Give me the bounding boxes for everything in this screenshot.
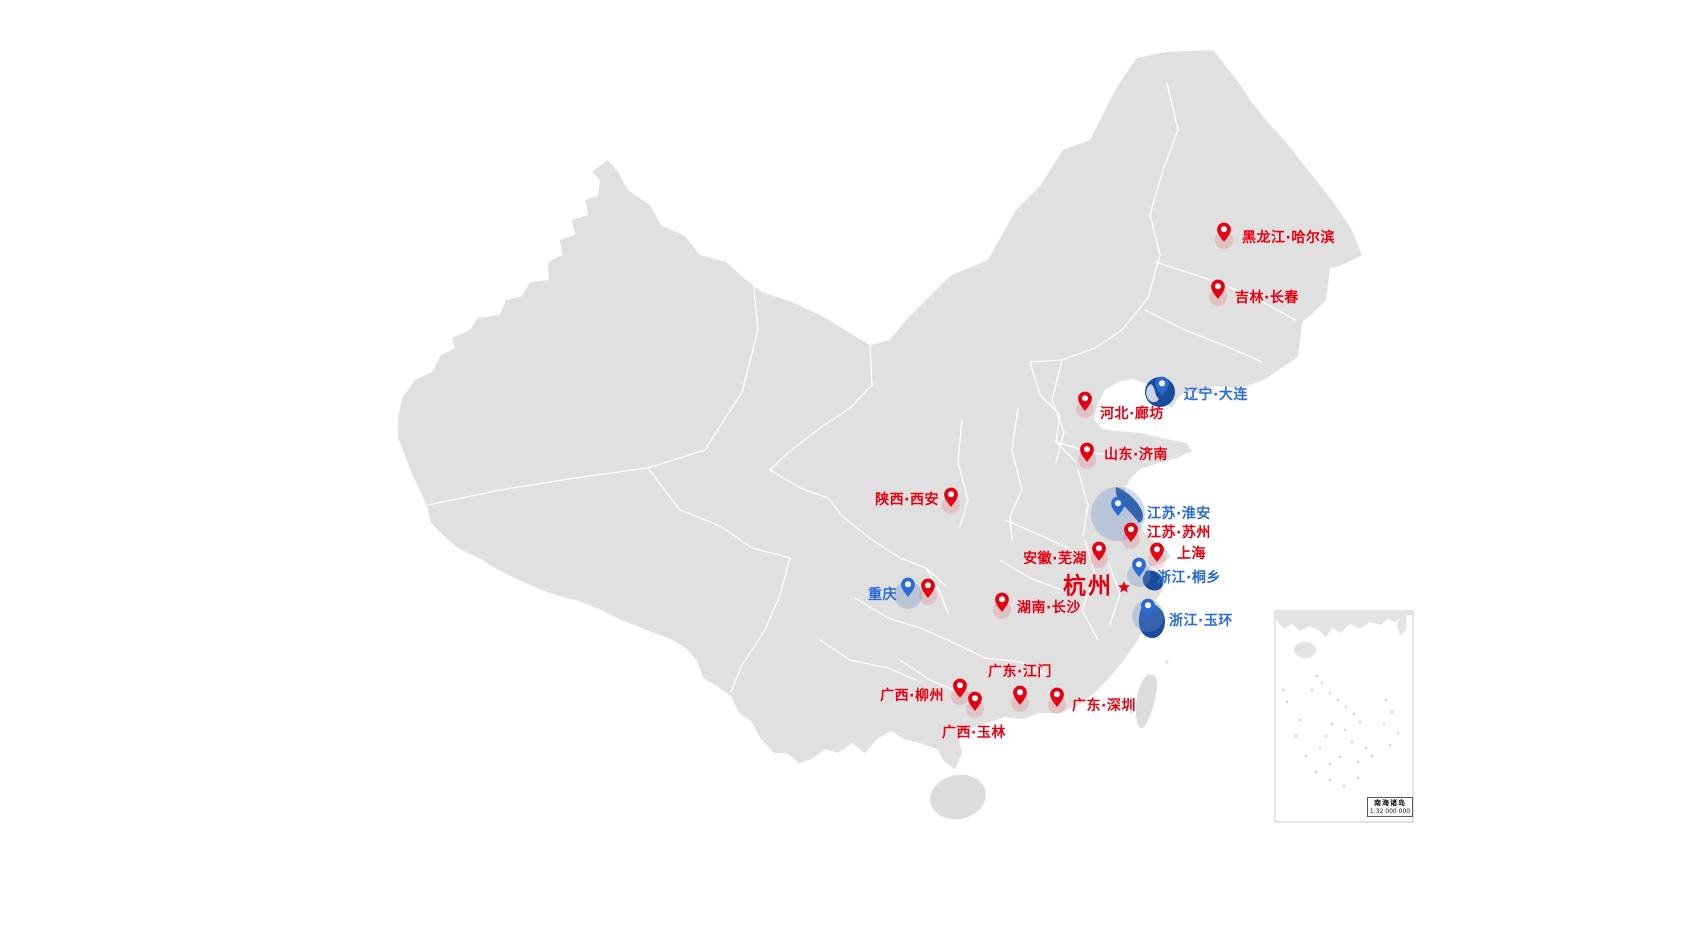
marker-label: 江苏·苏州 [1147,525,1211,541]
region-huaian [1115,487,1143,523]
region-tongxiang [1142,570,1164,591]
marker-label: 黑龙江·哈尔滨 [1242,230,1335,246]
inset-scale: 1:32 000 000 [1369,808,1411,815]
pin-icon [1149,542,1165,563]
marker-label: 广东·江门 [988,664,1052,680]
pin-icon [943,487,959,508]
pin-icon [1123,522,1139,543]
pin-icon [1079,442,1095,463]
region-dalian-detail [1146,384,1159,403]
marker-label: 浙江·玉环 [1169,613,1233,629]
pin-icon [967,691,983,712]
province-borders [427,82,1296,693]
pin-icon [1091,541,1107,562]
marker-label: 杭州 [1063,573,1113,600]
marker-label: 山东·济南 [1104,447,1168,463]
marker-label: 江苏·淮安 [1147,506,1211,522]
marker-label: 广西·柳州 [880,688,944,704]
inset-caption: 南海诸岛 1:32 000 000 [1367,797,1413,817]
pin-icon [900,577,916,598]
pin-icon [1131,557,1147,578]
taiwan-island [1129,660,1169,729]
pin-icon [1012,685,1028,706]
marker-label: 上海 [1177,546,1206,562]
pin-icon [1110,496,1126,517]
pin-icon [1140,598,1156,619]
hainan-island [930,774,986,820]
marker-label: 湖南·长沙 [1017,600,1081,616]
marker-label: 吉林·长春 [1235,290,1299,306]
marker-label: 陕西·西安 [875,492,939,508]
mainland [398,50,1362,769]
inset-map [1274,610,1414,823]
marker-label: 广东·深圳 [1072,698,1136,714]
marker-label: 河北·廊坊 [1100,406,1164,422]
star-icon [1115,578,1133,596]
marker-label: 辽宁·大连 [1184,387,1248,403]
pin-icon [920,578,936,599]
marker-label: 浙江·桐乡 [1157,570,1221,586]
pin-icon [1216,222,1232,243]
marker-label: 广西·玉林 [942,725,1006,741]
marker-label: 重庆 [868,587,897,603]
inset-title: 南海诸岛 [1374,799,1406,807]
pin-icon [994,592,1010,613]
pin-icon [1154,376,1170,397]
pin-icon [1049,687,1065,708]
marker-label: 安徽·芜湖 [1023,551,1087,567]
pin-icon [1077,391,1093,412]
pin-icon [952,678,968,699]
pin-icon [1210,279,1226,300]
